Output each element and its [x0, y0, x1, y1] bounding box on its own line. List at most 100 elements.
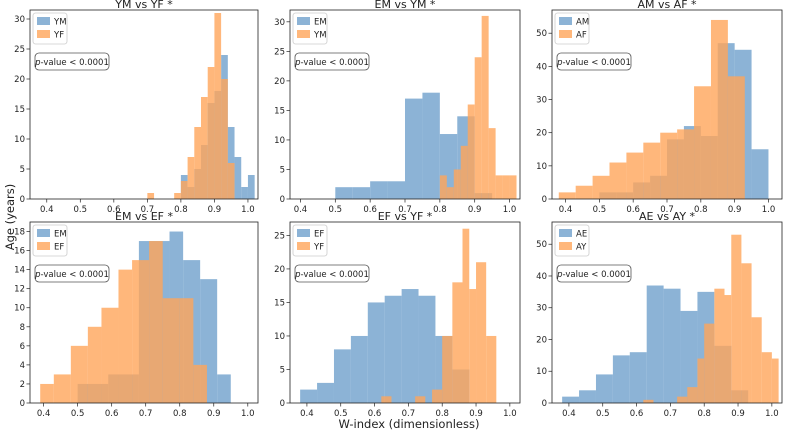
bar-yf [174, 193, 181, 199]
x-tick-label: 1.0 [503, 409, 517, 419]
chart-panel-2: EM vs YM * 0.4 0.5 0.6 0.7 0.8 0.9 1.0 0 5 10 15 20 2… [274, 0, 521, 215]
x-tick-label: 0.7 [660, 205, 674, 215]
x-tick-label: 0.4 [562, 409, 576, 419]
x-tick-label: 0.4 [559, 205, 573, 215]
legend-label: AE [576, 230, 587, 240]
x-tick-label: 0.8 [433, 205, 447, 215]
bar-ef [53, 374, 71, 403]
legend-swatch [297, 30, 310, 38]
y-tick-label: 30 [274, 18, 285, 28]
legend: EM YM [292, 12, 328, 45]
x-tick-label: 0.9 [207, 409, 221, 419]
y-tick-label: 0 [280, 195, 285, 205]
y-tick-label: 0 [542, 399, 547, 409]
x-tick-label: 0.4 [300, 409, 314, 419]
x-tick-label: 0.6 [630, 409, 644, 419]
y-tick-label: 30 [536, 304, 547, 314]
figure-ylabel: Age (years) [3, 184, 17, 251]
bar-em [370, 181, 388, 199]
p-value-annotation: p-value < 0.0001 [34, 58, 109, 68]
y-tick-label: 15 [14, 105, 25, 115]
y-tick-label: 4 [20, 361, 25, 371]
bar-ay [724, 295, 732, 403]
bar-em [422, 92, 440, 199]
bar-yf [469, 289, 477, 403]
legend-label: YF [53, 31, 64, 41]
axes-frame [29, 221, 259, 404]
x-tick-label: 0.5 [329, 205, 343, 215]
bar-yf [180, 181, 188, 199]
bar-yf [201, 97, 208, 199]
y-tick-label: 20 [274, 265, 285, 275]
legend: YM YF [32, 12, 68, 45]
y-tick-label: 15 [274, 106, 285, 116]
x-tick-label: 0.9 [469, 409, 483, 419]
x-tick-label: 0.8 [697, 409, 711, 419]
bar-yf [462, 228, 470, 403]
legend-swatch [37, 17, 50, 25]
y-tick-label: 15 [274, 298, 285, 308]
bar-ef [179, 298, 194, 403]
x-tick-label: 0.6 [368, 409, 382, 419]
legend: AE AY [554, 224, 590, 257]
x-tick-label: 0.8 [435, 409, 449, 419]
bar-ef [367, 302, 385, 403]
bar-ef [193, 364, 207, 403]
bar-ay [731, 234, 742, 403]
y-tick-label: 25 [274, 231, 285, 241]
chart-title: AM vs AF * [637, 0, 697, 11]
bar-ef [118, 269, 133, 403]
bar-ef [300, 389, 318, 403]
p-value-annotation: p-value < 0.0001 [34, 270, 109, 280]
bar-ae [646, 285, 664, 403]
chart-title: EM vs YM * [375, 0, 436, 11]
legend: EF YF [292, 224, 328, 257]
chart-panel-6: AE vs AY * 0.4 0.5 0.6 0.7 0.8 0.9 1.0 0 10 20 30 40… [536, 210, 783, 419]
legend-label: EF [314, 230, 324, 240]
x-tick-label: 0.4 [37, 409, 51, 419]
bar-ae [663, 288, 681, 403]
y-tick-label: 25 [14, 45, 25, 55]
legend-swatch [37, 242, 50, 250]
x-tick-label: 1.0 [503, 205, 517, 215]
chart-panel-5: EF vs YF * 0.4 0.5 0.6 0.7 0.8 0.9 1.0 0 5 10 15 20 2… [274, 210, 521, 419]
bar-yf [194, 127, 201, 199]
legend-swatch [559, 242, 572, 250]
chart-title: AE vs AY * [639, 210, 696, 223]
y-tick-label: 10 [536, 162, 547, 172]
p-value-annotation: p-value < 0.0001 [294, 58, 369, 68]
y-tick-label: 18 [14, 228, 25, 238]
y-tick-label: 10 [14, 135, 25, 145]
axes-frame [29, 9, 259, 200]
x-tick-label: 0.4 [40, 205, 54, 215]
bar-ay [677, 396, 688, 403]
bar-ym [453, 169, 461, 199]
x-tick-label: 0.8 [694, 205, 708, 215]
bar-ef [333, 349, 351, 403]
y-tick-label: 12 [14, 285, 25, 295]
x-tick-label: 1.0 [241, 409, 255, 419]
legend-label: AF [576, 31, 587, 41]
x-tick-label: 0.6 [363, 205, 377, 215]
bar-ae [562, 396, 580, 403]
x-tick-label: 0.7 [139, 409, 153, 419]
bar-yf [227, 163, 235, 199]
legend-label: YM [53, 18, 67, 28]
panels: YM vs YF *0.4 0.5 0.6 0.7 0.8 0.9 1.0051015202… [14, 0, 783, 419]
y-tick-label: 14 [14, 266, 25, 276]
chart-panel-4: EM vs EF * 0.4 0.5 0.6 0.7 0.8 0.9 1.0 0 2 4 6 8 10 12… [14, 210, 259, 419]
x-tick-label: 0.4 [294, 205, 308, 215]
bar-yf [415, 396, 426, 403]
x-tick-label: 0.9 [731, 409, 745, 419]
bar-ef [101, 307, 119, 403]
bar-ef [401, 289, 419, 403]
x-tick-label: 0.9 [468, 205, 482, 215]
bar-af [677, 129, 695, 199]
bar-ay [714, 288, 725, 403]
bar-ef [132, 260, 150, 403]
bar-yf [187, 157, 195, 199]
bar-af [660, 132, 678, 199]
y-tick-label: 6 [20, 342, 25, 352]
bar-yf [207, 67, 215, 199]
